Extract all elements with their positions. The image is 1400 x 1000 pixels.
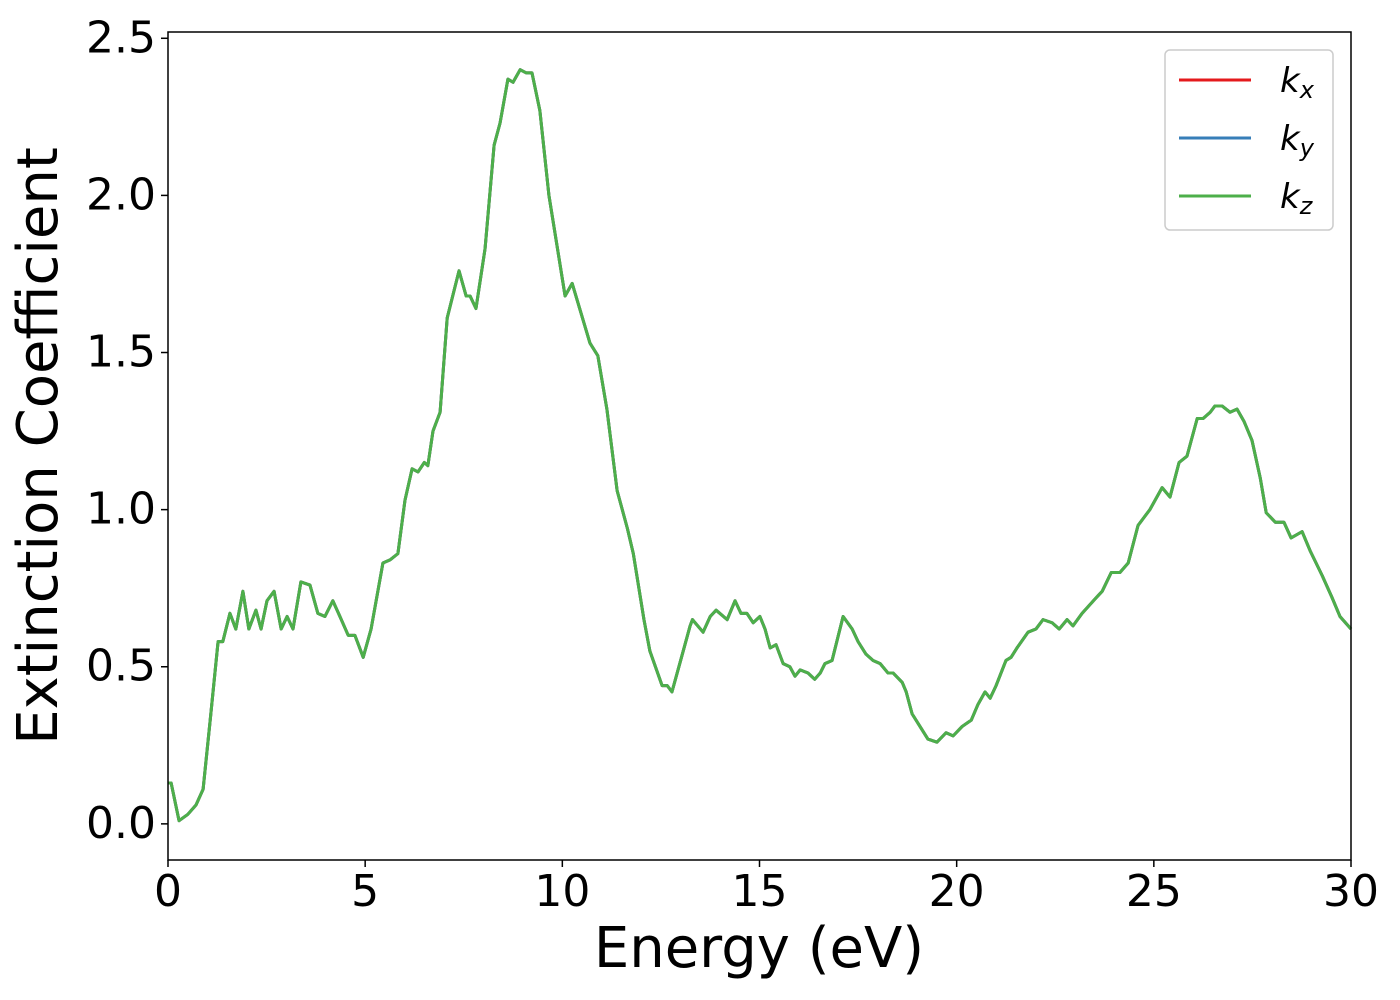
y-axis-label: Extinction Coefficient [6, 147, 71, 745]
y-tick-label: 2.0 [86, 169, 156, 220]
plot-frame [167, 31, 1352, 861]
x-tick-label: 15 [732, 866, 788, 917]
x-tick-label: 20 [929, 866, 985, 917]
y-tick-label: 0.5 [86, 641, 156, 692]
x-tick-label: 10 [534, 866, 590, 917]
y-tick-label: 1.0 [86, 484, 156, 535]
y-tick-label: 2.5 [86, 12, 156, 63]
x-tick-label: 30 [1323, 866, 1379, 917]
legend-label: ky [1280, 119, 1315, 163]
x-tick-label: 25 [1126, 866, 1182, 917]
x-tick-label: 0 [154, 866, 182, 917]
x-axis-label: Energy (eV) [594, 916, 924, 981]
legend-box [1164, 49, 1334, 231]
y-tick-label: 1.5 [86, 327, 156, 378]
legend-label: kx [1280, 61, 1315, 105]
y-tick-label: 0.0 [86, 798, 156, 849]
data-line [168, 68, 1353, 823]
legend-label: kz [1280, 177, 1314, 221]
x-tick-label: 5 [351, 866, 379, 917]
